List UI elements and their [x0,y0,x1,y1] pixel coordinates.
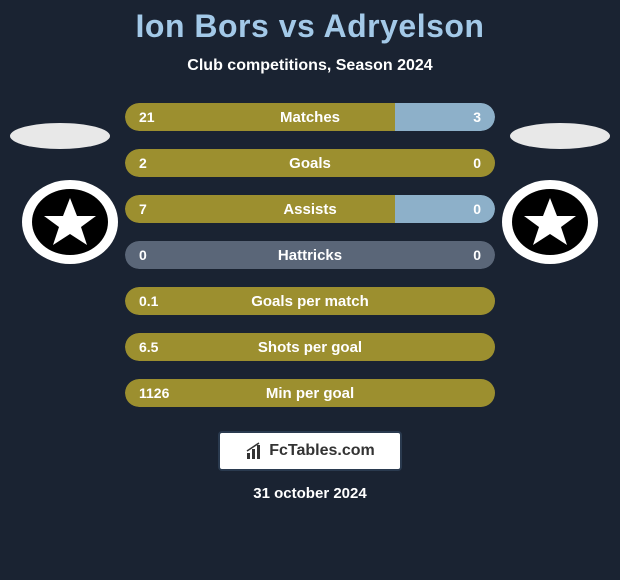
stat-bar-left [125,103,395,131]
stat-label: Hattricks [278,247,342,264]
watermark-badge: FcTables.com [218,431,402,471]
chart-icon [245,441,265,461]
stat-value-right: 3 [473,109,481,125]
stat-label: Matches [280,109,340,126]
stat-value-right: 0 [473,247,481,263]
stat-value-left: 0.1 [139,293,158,309]
stat-row: 0.1 Goals per match [125,287,495,315]
stat-value-left: 0 [139,247,147,263]
stat-row: 7 Assists 0 [125,195,495,223]
stat-value-right: 0 [473,155,481,171]
player-left-ellipse [10,123,110,149]
stat-label: Shots per goal [258,339,362,356]
stat-row: 0 Hattricks 0 [125,241,495,269]
stat-row: 2 Goals 0 [125,149,495,177]
club-badge-right [500,178,600,266]
club-badge-left [20,178,120,266]
watermark-text: FcTables.com [269,442,375,460]
subtitle: Club competitions, Season 2024 [187,57,432,75]
stat-value-left: 6.5 [139,339,158,355]
stat-label: Min per goal [266,385,354,402]
stat-row: 6.5 Shots per goal [125,333,495,361]
stats-container: 21 Matches 3 2 Goals 0 7 Assists 0 0 Hattricks 0 0.1… [125,103,495,407]
page-title: Ion Bors vs Adryelson [136,8,485,45]
stat-value-left: 1126 [139,385,169,401]
stat-label: Goals per match [251,293,369,310]
date-label: 31 october 2024 [253,485,366,502]
stat-value-left: 2 [139,155,147,171]
stat-value-left: 21 [139,109,155,125]
stat-bar-left [125,195,395,223]
player-right-ellipse [510,123,610,149]
stat-row: 1126 Min per goal [125,379,495,407]
stat-value-left: 7 [139,201,147,217]
stat-label: Goals [289,155,331,172]
stat-label: Assists [283,201,336,218]
stat-row: 21 Matches 3 [125,103,495,131]
stat-value-right: 0 [473,201,481,217]
